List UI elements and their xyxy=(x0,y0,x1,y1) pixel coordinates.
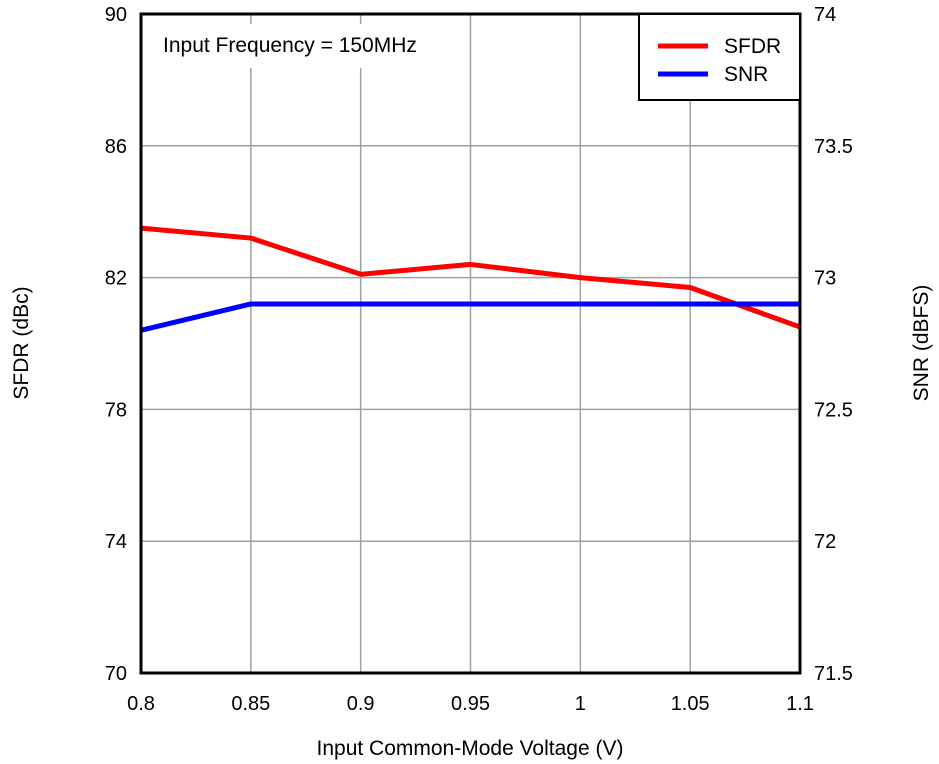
x-axis-label: Input Common-Mode Voltage (V) xyxy=(317,737,624,760)
x-tick-label: 0.85 xyxy=(231,693,270,715)
y2-tick-label: 73 xyxy=(814,268,836,290)
series-sfdr-line xyxy=(140,225,801,330)
legend-label-snr: SNR xyxy=(724,63,768,86)
series-snr-line xyxy=(140,301,800,333)
grid xyxy=(140,13,801,674)
x-tick-label: 0.8 xyxy=(127,693,155,715)
legend-label-sfdr: SFDR xyxy=(724,35,781,58)
legend: SFDR SNR xyxy=(638,13,801,101)
y-tick-label: 86 xyxy=(105,136,127,158)
y-axis-label: SFDR (dBc) xyxy=(10,286,33,399)
y-tick-label: 70 xyxy=(105,663,127,685)
annotation: Input Frequency = 150MHz xyxy=(163,34,417,57)
annotation-background xyxy=(155,24,465,68)
x-tick-label: 0.95 xyxy=(451,693,490,715)
y2-tick-label: 71.5 xyxy=(814,663,853,685)
y-tick-label: 82 xyxy=(105,268,127,290)
y2-tick-label: 74 xyxy=(814,4,836,26)
plot-frame xyxy=(139,12,802,675)
x-tick-label: 1.1 xyxy=(786,693,814,715)
x-tick-label: 1.05 xyxy=(671,693,710,715)
legend-box xyxy=(638,13,801,101)
y2-axis-label: SNR (dBFS) xyxy=(910,285,933,402)
y2-tick-label: 72.5 xyxy=(814,399,853,421)
series-lines xyxy=(140,225,801,333)
y2-tick-label: 73.5 xyxy=(814,136,853,158)
y2-tick-label: 72 xyxy=(814,531,836,553)
axis-ticks: 70 74 78 82 86 90 71.5 72 72.5 73 73.5 74 0.8 0.85 0.9… xyxy=(105,4,853,715)
y-tick-label: 90 xyxy=(105,4,127,26)
y-tick-label: 78 xyxy=(105,399,127,421)
y-tick-label: 74 xyxy=(105,531,127,553)
x-tick-label: 1 xyxy=(575,693,586,715)
x-tick-label: 0.9 xyxy=(347,693,375,715)
